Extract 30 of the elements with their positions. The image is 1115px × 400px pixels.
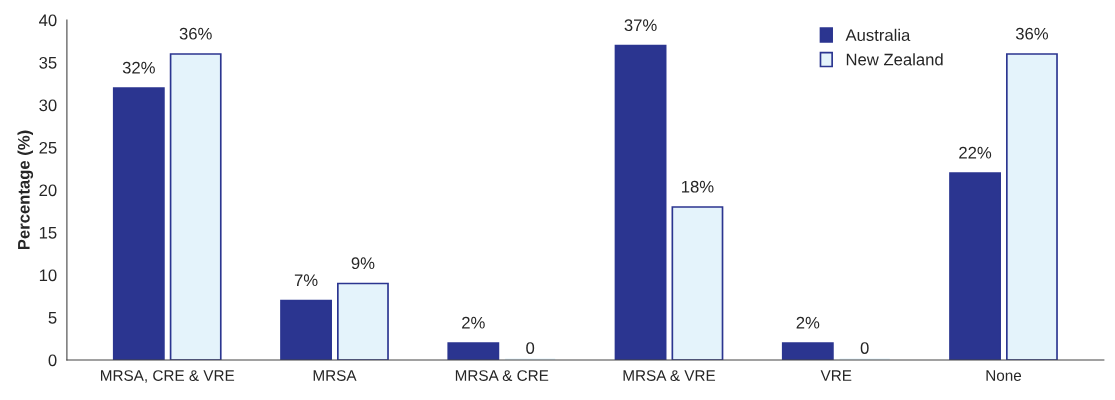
legend-label: Australia — [845, 28, 911, 42]
y-tick-label: 0 — [48, 354, 57, 367]
x-tick-label: MRSA & VRE — [623, 370, 716, 381]
data-label: 32% — [122, 61, 155, 74]
x-tick-label: VRE — [820, 370, 852, 381]
data-label: 22% — [959, 146, 992, 159]
data-label: 37% — [624, 19, 657, 32]
y-tick-label: 10 — [39, 269, 57, 282]
data-label: 7% — [294, 274, 318, 287]
y-axis-title: Percentage (%) — [17, 130, 34, 250]
data-label: 2% — [462, 316, 485, 329]
data-label: 18% — [682, 180, 714, 193]
data-label: 2% — [796, 316, 820, 329]
data-label: 36% — [179, 27, 212, 40]
data-label: 0 — [860, 342, 869, 354]
legend-label: New Zealand — [846, 53, 943, 66]
y-tick-label: 25 — [39, 141, 57, 154]
y-tick-label: 20 — [39, 184, 57, 197]
y-tick-label: 35 — [39, 56, 57, 69]
data-label: 0 — [526, 342, 535, 354]
x-tick-label: MRSA, CRE & VRE — [101, 370, 235, 383]
data-label: 36% — [1015, 27, 1049, 40]
x-tick-label: MRSA — [313, 370, 357, 381]
data-label: 9% — [351, 257, 375, 270]
y-tick-label: 30 — [39, 99, 57, 112]
y-tick-label: 5 — [48, 312, 57, 324]
x-tick-label: MRSA & CRE — [455, 370, 549, 381]
y-tick-label: 40 — [39, 14, 57, 27]
y-tick-label: 15 — [39, 227, 57, 239]
x-tick-label: None — [986, 370, 1022, 381]
